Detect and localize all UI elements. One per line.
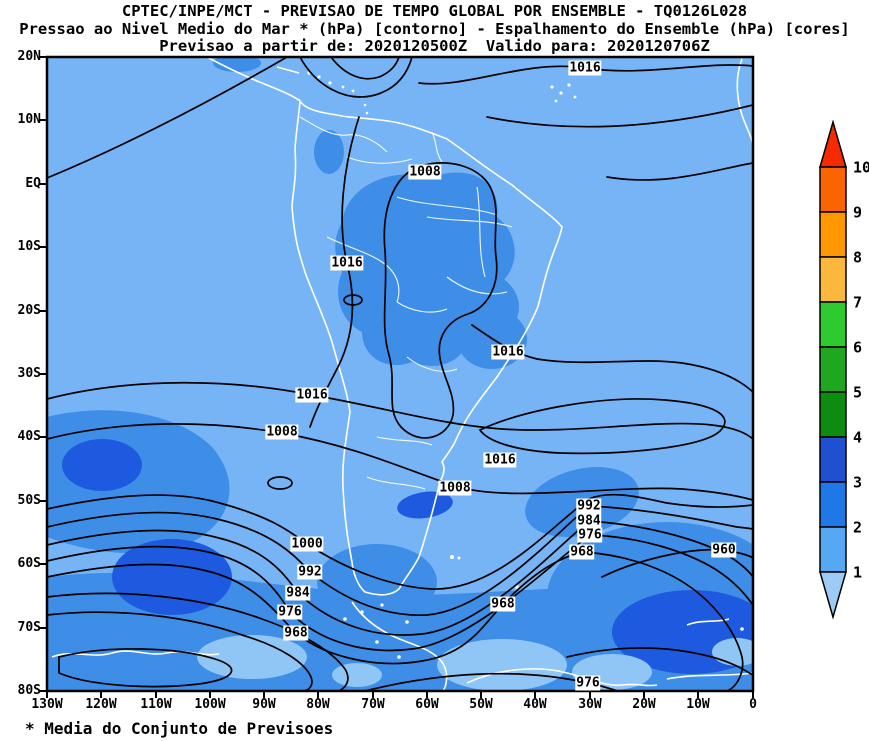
x-axis-label-10W: 10W (686, 697, 710, 712)
contour-label: 1008 (408, 164, 442, 180)
colorbar-label-5: 5 (853, 384, 862, 402)
contour-label: 1016 (330, 255, 364, 271)
y-axis-label-30S: 30S (17, 366, 41, 381)
contour-label: 960 (711, 542, 737, 558)
forecast-dates: Previsao a partir de: 2020120500Z Valido… (159, 37, 710, 55)
x-axis-label-0: 0 (749, 697, 757, 712)
map-area (47, 57, 753, 691)
colorbar-arrow-below (819, 571, 847, 620)
contour-label: 984 (285, 585, 311, 601)
contour-label: 976 (577, 527, 603, 543)
x-axis-label-80W: 80W (306, 697, 330, 712)
colorbar-label-9: 9 (853, 204, 862, 222)
colorbar-label-3: 3 (853, 474, 862, 492)
y-axis-label-40S: 40S (17, 429, 41, 444)
country-borders (299, 116, 513, 490)
colorbar-label-4: 4 (853, 429, 862, 447)
y-axis-label-50S: 50S (17, 493, 41, 508)
chart-subtitle: Pressao ao Nivel Medio do Mar * (hPa) [c… (19, 20, 850, 38)
x-axis-label-50W: 50W (469, 697, 493, 712)
contour-label: 968 (283, 625, 309, 641)
colorbar-label-10: 10 (853, 159, 869, 177)
colorbar-segment (819, 481, 847, 528)
x-axis-label-120W: 120W (85, 697, 117, 712)
y-axis-label-60S: 60S (17, 556, 41, 571)
y-axis-label-70S: 70S (17, 620, 41, 635)
contour-label: 1000 (290, 536, 324, 552)
x-axis-label-110W: 110W (140, 697, 172, 712)
chart-title: CPTEC/INPE/MCT - PREVISAO DE TEMPO GLOBA… (121, 2, 748, 20)
y-axis-label-20N: 20N (17, 49, 41, 64)
colorbar-segment (819, 526, 847, 573)
x-axis-label-60W: 60W (415, 697, 439, 712)
colorbar-label-1: 1 (853, 564, 862, 582)
y-axis-label-20S: 20S (17, 303, 41, 318)
colorbar: 10 9 8 7 6 5 4 3 2 1 (819, 120, 869, 620)
contour-label: 992 (297, 564, 323, 580)
contour-label: 976 (575, 675, 601, 691)
x-axis-label-90W: 90W (252, 697, 276, 712)
contour-label: 1016 (295, 387, 329, 403)
colorbar-segment (819, 436, 847, 483)
contour-label: 968 (569, 544, 595, 560)
contour-label: 992 (576, 498, 602, 514)
x-axis-label-20W: 20W (632, 697, 656, 712)
y-axis-label-10S: 10S (17, 239, 41, 254)
axes-frame (40, 55, 755, 698)
contour-label: 1008 (438, 480, 472, 496)
colorbar-label-6: 6 (853, 339, 862, 357)
colorbar-segment (819, 301, 847, 348)
colorbar-segment (819, 211, 847, 258)
colorbar-segment (819, 256, 847, 303)
contour-label: 1016 (491, 344, 525, 360)
contour-label: 976 (277, 604, 303, 620)
contour-label: 984 (576, 513, 602, 529)
x-axis-label-40W: 40W (523, 697, 547, 712)
colorbar-arrow-above (819, 120, 847, 168)
spread-below-1-shading (197, 635, 753, 691)
y-axis-label-80S: 80S (17, 683, 41, 698)
y-axis-label-10N: 10N (17, 112, 41, 127)
y-axis-label-EQ: EQ (25, 176, 41, 191)
contour-label: 968 (490, 596, 516, 612)
colorbar-segment (819, 391, 847, 438)
axis-ticks (40, 56, 754, 698)
colorbar-segment (819, 346, 847, 393)
islands (307, 71, 744, 659)
colorbar-label-2: 2 (853, 519, 862, 537)
contour-label: 1016 (568, 60, 602, 76)
contour-label: 1016 (483, 452, 517, 468)
contour-label: 1008 (265, 424, 299, 440)
x-axis-label-70W: 70W (361, 697, 385, 712)
x-axis-label-100W: 100W (194, 697, 226, 712)
x-axis-label-30W: 30W (578, 697, 602, 712)
colorbar-label-8: 8 (853, 249, 862, 267)
colorbar-segment (819, 166, 847, 213)
footnote: * Media do Conjunto de Previsoes (25, 719, 334, 738)
colorbar-label-7: 7 (853, 294, 862, 312)
x-axis-label-130W: 130W (31, 697, 63, 712)
